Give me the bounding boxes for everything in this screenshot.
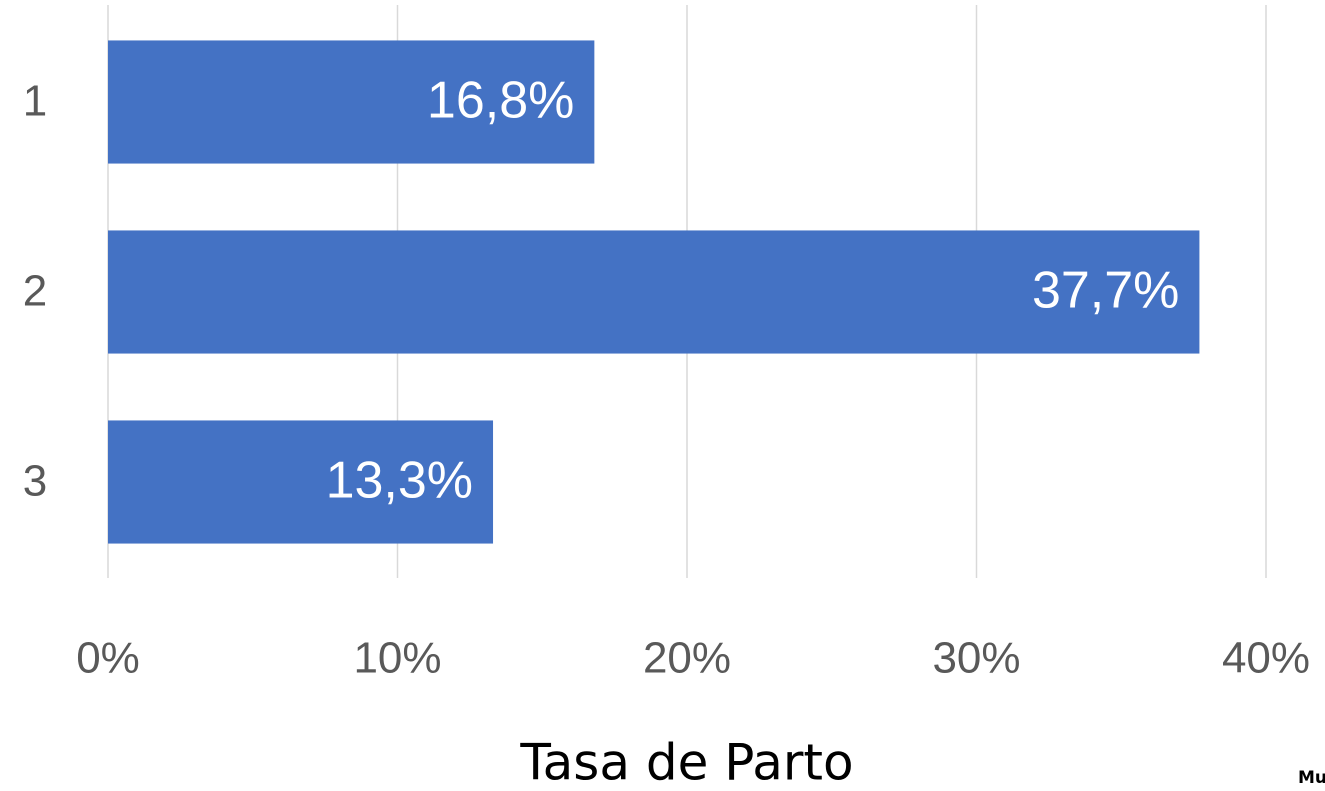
x-tick-label: 0%: [76, 634, 140, 683]
bar: [108, 230, 1200, 354]
data-label: 13,3%: [326, 452, 473, 510]
data-label: 16,8%: [427, 72, 574, 130]
annotation: Mu: [1298, 768, 1325, 788]
x-tick-label: 40%: [1222, 634, 1310, 683]
data-label: 37,7%: [1032, 262, 1179, 320]
bar: [108, 40, 595, 164]
bar: [108, 420, 494, 544]
x-axis-title: Tasa de Parto: [519, 734, 853, 791]
y-tick-label: 2: [23, 267, 47, 316]
x-tick-label: 30%: [932, 634, 1020, 683]
y-tick-label: 1: [23, 77, 47, 126]
x-tick-label: 10%: [353, 634, 441, 683]
x-tick-label: 20%: [643, 634, 731, 683]
y-tick-label: 3: [23, 457, 47, 506]
